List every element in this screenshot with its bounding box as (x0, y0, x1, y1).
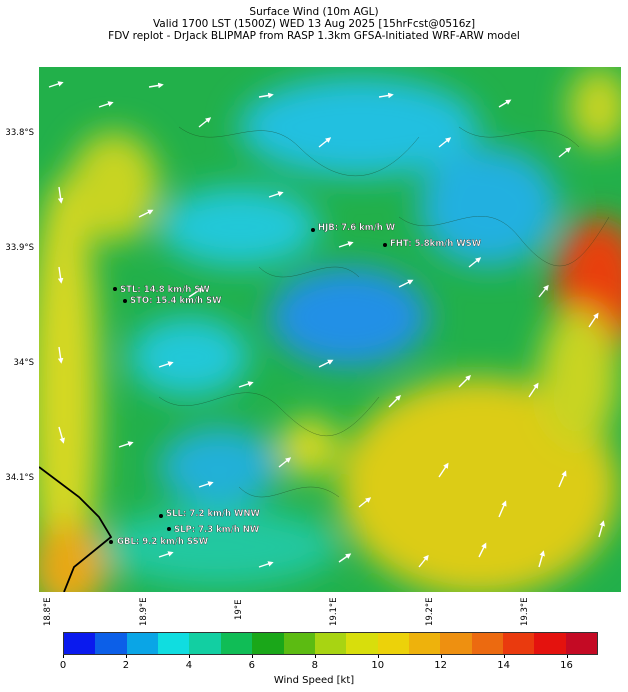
colorbar-tick-label: 16 (560, 660, 573, 671)
colorbar-tick-mark (314, 655, 316, 658)
terrain-contours (158, 126, 610, 498)
colorbar-tick-mark (125, 655, 127, 658)
station-marker-slp (167, 527, 171, 531)
station-label-slp: SLP: 7.3 km/h NW (174, 525, 260, 535)
colorbar-segment (220, 633, 253, 654)
colorbar-tick-label: 12 (434, 660, 447, 671)
wind-map: HJB: 7.6 km/h W FHT: 5.8km/h WSW STL: 14… (39, 67, 621, 592)
colorbar-tick-mark (188, 655, 190, 658)
station-markers (109, 228, 387, 544)
colorbar-tick-mark (503, 655, 505, 658)
colorbar-segment (377, 633, 409, 654)
station-marker-hjb (311, 228, 315, 232)
colorbar-label: Wind Speed [kt] (273, 675, 355, 686)
wind-arrows (48, 81, 605, 568)
plot-titles: Surface Wind (10m AGL) Valid 1700 LST (1… (0, 6, 628, 42)
colorbar-tick-label: 6 (248, 660, 255, 671)
station-label-hjb: HJB: 7.6 km/h W (318, 223, 396, 233)
station-label-fht: FHT: 5.8km/h WSW (390, 239, 482, 249)
colorbar-tick-mark (251, 655, 253, 658)
lat-label-34-1: 34.1°S (5, 473, 34, 483)
colorbar-segment (534, 633, 566, 654)
wind-speed-colorbar (63, 632, 598, 655)
title-line-2: Valid 1700 LST (1500Z) WED 13 Aug 2025 [… (152, 18, 476, 30)
colorbar-tick-label: 10 (371, 660, 385, 671)
lon-label-18-9: 18.9°E (139, 597, 149, 626)
colorbar-segment (314, 633, 347, 654)
title-line-3: FDV replot - DrJack BLIPMAP from RASP 1.… (108, 30, 520, 42)
title-line-1: Surface Wind (10m AGL) (249, 6, 379, 18)
colorbar-segment (189, 633, 221, 654)
station-label-gbl: GBL: 9.2 km/h SSW (117, 537, 209, 547)
wind-field-svg: HJB: 7.6 km/h W FHT: 5.8km/h WSW STL: 14… (39, 67, 621, 592)
station-marker-stl (113, 287, 117, 291)
colorbar-segment (565, 633, 598, 654)
station-label-stl: STL: 14.8 km/h SW (120, 285, 210, 295)
colorbar-segment (503, 633, 535, 654)
colorbar-segment (471, 633, 504, 654)
station-marker-fht (383, 243, 387, 247)
colorbar-segment (440, 633, 472, 654)
colorbar-segment (346, 633, 378, 654)
colorbar-tick-label: 0 (59, 660, 67, 671)
colorbar-tick-label: 2 (122, 660, 130, 671)
colorbar-tick-mark (440, 655, 442, 658)
lon-label-19-1: 19.1°E (329, 597, 339, 626)
colorbar-segment (95, 633, 127, 654)
coastline (39, 466, 113, 592)
lon-label-19-0: 19°E (234, 599, 244, 620)
lat-label-33-8: 33.8°S (5, 128, 34, 138)
lon-label-19-3: 19.3°E (520, 597, 530, 626)
colorbar-tick-label: 4 (185, 660, 193, 671)
station-label-sto: STO: 15.4 km/h SW (130, 296, 222, 306)
colorbar-segment (283, 633, 315, 654)
colorbar-segment (252, 633, 284, 654)
lat-label-34-0: 34°S (13, 358, 34, 368)
colorbar-tick-mark (566, 655, 568, 658)
station-marker-sto (123, 299, 127, 303)
wind-speed-shading (39, 67, 621, 592)
colorbar-segment (64, 633, 96, 654)
station-marker-sll (159, 514, 163, 518)
colorbar-tick-label: 8 (311, 660, 318, 671)
colorbar-segment (126, 633, 159, 654)
station-label-sll: SLL: 7.2 km/h WNW (166, 509, 260, 519)
colorbar-tick-mark (377, 655, 379, 658)
colorbar-tick-mark (63, 655, 64, 658)
lon-label-19-2: 19.2°E (425, 597, 435, 626)
colorbar-tick-label: 14 (497, 660, 510, 671)
colorbar-segment (158, 633, 190, 654)
lon-label-18-8: 18.8°E (43, 597, 53, 626)
colorbar-segment (408, 633, 441, 654)
station-marker-gbl (109, 540, 113, 544)
station-labels: HJB: 7.6 km/h W FHT: 5.8km/h WSW STL: 14… (117, 223, 482, 547)
lat-label-33-9: 33.9°S (5, 243, 34, 253)
